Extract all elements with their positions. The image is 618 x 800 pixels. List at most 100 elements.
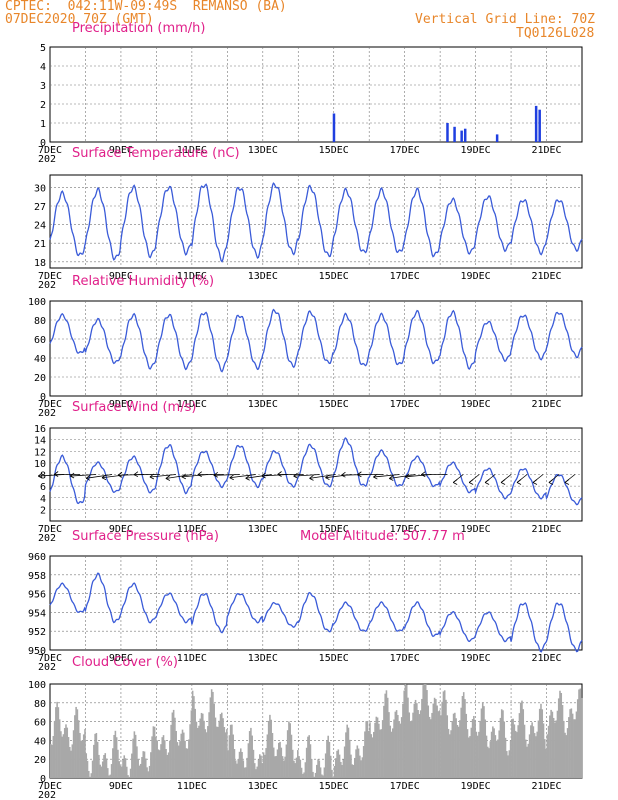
cloud-bar	[245, 767, 247, 778]
cloud-bar	[511, 719, 513, 778]
cloud-bar	[456, 724, 459, 778]
wind-arrow-head	[149, 473, 155, 480]
header-date: 07DEC2020 70Z (GMT)	[5, 12, 154, 27]
cloud-bar	[545, 748, 547, 778]
precip-bar	[534, 105, 538, 142]
x-tick-label: 21DEC	[531, 399, 561, 410]
cloud-bar	[186, 748, 189, 778]
cloud-bar	[202, 713, 204, 778]
cloud-bar	[385, 690, 388, 778]
cloud-bar	[321, 774, 323, 778]
cloud-bar	[479, 720, 481, 778]
panel-frame	[49, 300, 583, 397]
cloud-bar	[328, 741, 331, 778]
cloud-bar	[473, 715, 475, 778]
x-tick-label: 13DEC	[248, 524, 278, 535]
cloud-bar	[323, 767, 326, 778]
cloud-bar	[364, 731, 366, 778]
cloud-bar	[71, 744, 74, 778]
cloud-bar	[119, 765, 122, 778]
cloud-bar	[307, 736, 309, 778]
cloud-bar	[336, 750, 338, 778]
cloud-bar	[264, 754, 266, 778]
cloud-bar	[247, 743, 250, 778]
panel-2	[49, 174, 583, 269]
cloud-bar	[62, 734, 65, 778]
cloud-bar	[359, 755, 361, 778]
cloud-bar	[240, 748, 242, 778]
y-tick-label: 5	[40, 43, 46, 54]
wind-arrow-head	[405, 473, 410, 480]
cloud-bar	[426, 690, 428, 778]
x-tick-label: 17DEC	[390, 781, 420, 792]
cloud-bar	[521, 700, 523, 778]
cloud-bar	[191, 690, 194, 778]
x-tick-label: 11DEC	[177, 271, 207, 282]
x-tick-label: 21DEC	[531, 524, 561, 535]
cloud-bar	[302, 773, 304, 778]
cloud-bar	[573, 719, 575, 778]
cloud-bar	[127, 775, 129, 778]
cloud-bar	[326, 740, 328, 778]
cloud-bar	[246, 757, 248, 778]
cloud-bar	[142, 751, 145, 778]
x-tick-label: 15DEC	[319, 145, 349, 156]
cloud-bar	[266, 734, 269, 778]
x-tick-label: 9DEC	[109, 271, 133, 282]
wind-arrow	[165, 474, 192, 479]
cloud-bar	[518, 713, 521, 778]
cloud-bar	[60, 731, 62, 778]
cloud-bar	[126, 766, 128, 778]
x-tick-label: 19DEC	[461, 781, 491, 792]
cloud-bar	[380, 729, 383, 778]
cloud-bar	[288, 721, 290, 778]
cloud-bar	[260, 755, 262, 778]
y-tick-label: 20	[34, 373, 46, 384]
y-tick-label: 3	[40, 81, 46, 92]
cloud-bar	[414, 699, 417, 778]
cloud-bar	[136, 746, 138, 778]
wind-arrow-head	[197, 471, 203, 478]
cloud-bar	[215, 726, 218, 778]
y-tick-label: 954	[28, 608, 46, 619]
cloud-bar	[160, 744, 162, 778]
cloud-bar	[319, 767, 322, 778]
cloud-bar	[207, 726, 209, 778]
cloud-bar	[569, 709, 571, 778]
cloud-bar	[490, 731, 493, 778]
x-tick-label: 7DEC	[38, 399, 62, 410]
y-tick-label: 952	[28, 627, 46, 638]
cloud-bar	[297, 750, 299, 778]
cloud-bar	[265, 748, 267, 778]
cloud-bar	[137, 758, 139, 778]
cloud-bar	[280, 747, 283, 778]
cloud-bar	[341, 765, 343, 778]
cloud-bar	[123, 755, 126, 778]
x-tick-label: 7DEC	[38, 271, 62, 282]
wind-arrow	[213, 474, 240, 476]
cloud-bar	[557, 698, 560, 778]
wind-arrow-head	[420, 471, 426, 477]
cloud-bar	[322, 775, 324, 778]
cloud-bar	[151, 736, 153, 778]
cloud-bar	[250, 727, 252, 778]
cloud-bar	[497, 739, 499, 778]
cloud-bar	[95, 732, 98, 778]
cloud-bar	[549, 715, 551, 778]
panel-title: Surface Temperature (nC)	[72, 146, 240, 161]
cloud-bar	[546, 734, 549, 778]
cloud-bar	[103, 754, 105, 778]
cloud-bar	[118, 761, 120, 778]
cloud-bar	[55, 707, 57, 778]
cloud-bar	[234, 760, 237, 778]
cloud-bar	[243, 767, 246, 778]
cloud-bar	[559, 690, 561, 778]
y-tick-label: 956	[28, 590, 46, 601]
precip-bar	[538, 109, 541, 142]
cloud-bar	[271, 732, 274, 778]
cloud-bar	[327, 735, 329, 778]
cloud-bar	[80, 740, 82, 778]
cloud-bar	[143, 751, 146, 778]
cloud-bar	[537, 720, 540, 778]
